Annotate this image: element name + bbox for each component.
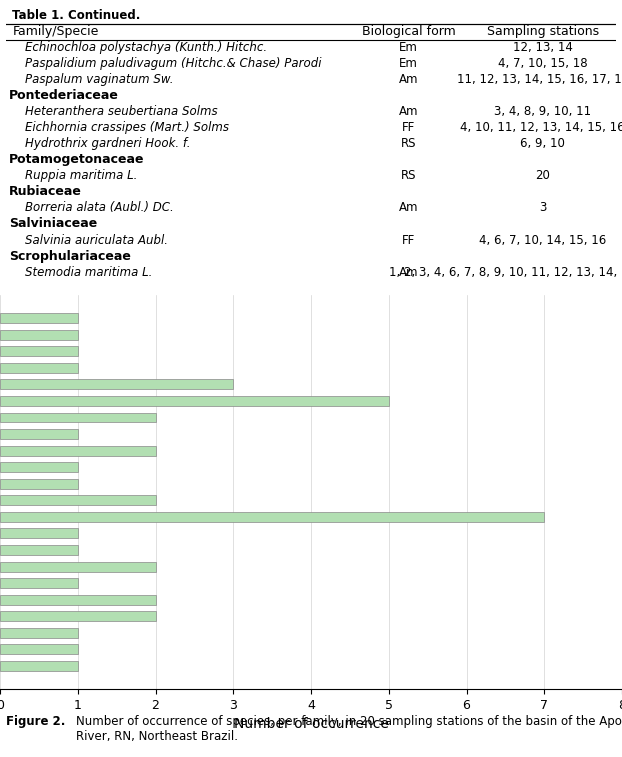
- Text: Pontederiaceae: Pontederiaceae: [9, 89, 119, 102]
- Bar: [0, 595, 156, 605]
- Text: Figure 2.: Figure 2.: [6, 715, 65, 727]
- Bar: [0, 463, 78, 472]
- Text: Scrophulariaceae: Scrophulariaceae: [9, 250, 131, 263]
- Text: 4, 7, 10, 15, 18: 4, 7, 10, 15, 18: [498, 58, 587, 70]
- Bar: [0, 628, 78, 638]
- Bar: [0, 578, 78, 588]
- Bar: [0, 512, 544, 522]
- Text: Em: Em: [399, 58, 418, 70]
- Text: Am: Am: [399, 105, 418, 118]
- Bar: [0, 612, 156, 621]
- Text: Am: Am: [399, 73, 418, 86]
- Text: 20: 20: [535, 170, 550, 182]
- Text: 11, 12, 13, 14, 15, 16, 17, 18: 11, 12, 13, 14, 15, 16, 17, 18: [457, 73, 622, 86]
- Text: 3: 3: [539, 201, 546, 214]
- Bar: [0, 429, 78, 439]
- Text: Hydrothrix gardneri Hook. f.: Hydrothrix gardneri Hook. f.: [24, 137, 190, 151]
- Bar: [0, 346, 78, 357]
- Text: Rubiaceae: Rubiaceae: [9, 185, 82, 198]
- Text: Salviniaceae: Salviniaceae: [9, 217, 98, 230]
- Bar: [0, 545, 78, 555]
- Text: Borreria alata (Aubl.) DC.: Borreria alata (Aubl.) DC.: [24, 201, 174, 214]
- Text: 12, 13, 14: 12, 13, 14: [513, 41, 573, 55]
- Bar: [0, 644, 78, 654]
- Text: 4, 6, 7, 10, 14, 15, 16: 4, 6, 7, 10, 14, 15, 16: [479, 233, 606, 247]
- Text: Am: Am: [399, 266, 418, 279]
- Text: FF: FF: [402, 233, 415, 247]
- Text: Biological form: Biological form: [361, 25, 455, 38]
- Text: Echinochloa polystachya (Kunth.) Hitchc.: Echinochloa polystachya (Kunth.) Hitchc.: [24, 41, 267, 55]
- Text: Em: Em: [399, 41, 418, 55]
- Bar: [0, 528, 78, 538]
- Bar: [0, 313, 78, 323]
- Text: Eichhornia crassipes (Mart.) Solms: Eichhornia crassipes (Mart.) Solms: [24, 121, 228, 134]
- Text: Salvinia auriculata Aubl.: Salvinia auriculata Aubl.: [24, 233, 167, 247]
- Text: Paspalum vaginatum Sw.: Paspalum vaginatum Sw.: [24, 73, 173, 86]
- Text: Ruppia maritima L.: Ruppia maritima L.: [24, 170, 137, 182]
- Bar: [0, 330, 78, 340]
- Text: 1, 2, 3, 4, 6, 7, 8, 9, 10, 11, 12, 13, 14, 15, 16, 17, 1: 1, 2, 3, 4, 6, 7, 8, 9, 10, 11, 12, 13, …: [389, 266, 622, 279]
- Text: RS: RS: [401, 170, 416, 182]
- Bar: [0, 562, 156, 572]
- Text: Heteranthera seubertiana Solms: Heteranthera seubertiana Solms: [24, 105, 217, 118]
- Bar: [0, 413, 156, 422]
- X-axis label: Number of occurrence: Number of occurrence: [234, 717, 388, 731]
- Bar: [0, 363, 78, 372]
- Text: Am: Am: [399, 201, 418, 214]
- Text: 6, 9, 10: 6, 9, 10: [520, 137, 565, 151]
- Bar: [0, 495, 156, 506]
- Text: Family/Specie: Family/Specie: [12, 25, 99, 38]
- Text: Table 1. Continued.: Table 1. Continued.: [12, 9, 141, 22]
- Text: Number of occurrence of species, per family, in 20 sampling stations of the basi: Number of occurrence of species, per fam…: [77, 715, 622, 743]
- Bar: [0, 379, 233, 389]
- Bar: [0, 446, 156, 456]
- Text: Sampling stations: Sampling stations: [486, 25, 599, 38]
- Text: 3, 4, 8, 9, 10, 11: 3, 4, 8, 9, 10, 11: [494, 105, 591, 118]
- Text: 4, 10, 11, 12, 13, 14, 15, 16: 4, 10, 11, 12, 13, 14, 15, 16: [460, 121, 622, 134]
- Text: FF: FF: [402, 121, 415, 134]
- Text: Potamogetonaceae: Potamogetonaceae: [9, 154, 145, 167]
- Bar: [0, 478, 78, 489]
- Text: RS: RS: [401, 137, 416, 151]
- Bar: [0, 661, 78, 671]
- Text: Stemodia maritima L.: Stemodia maritima L.: [24, 266, 152, 279]
- Text: Paspalidium paludivagum (Hitchc.& Chase) Parodi: Paspalidium paludivagum (Hitchc.& Chase)…: [24, 58, 321, 70]
- Bar: [0, 396, 389, 406]
